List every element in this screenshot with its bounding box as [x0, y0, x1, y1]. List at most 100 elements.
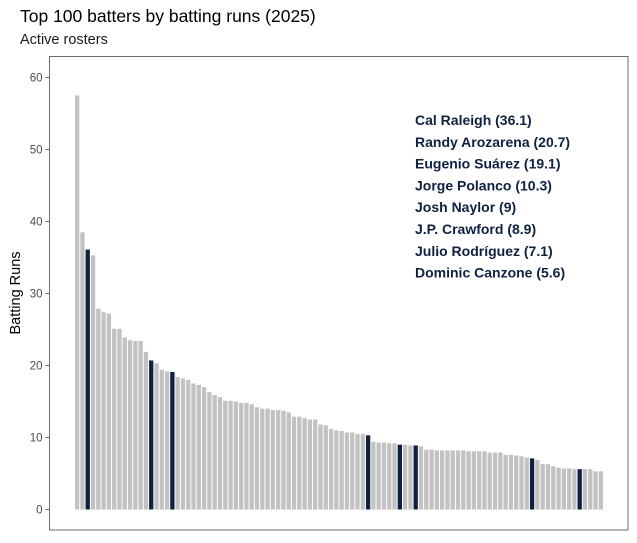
bar — [254, 407, 260, 510]
bar — [424, 449, 429, 510]
bar — [360, 433, 365, 510]
bar — [355, 433, 360, 510]
bar-highlighted — [397, 444, 402, 510]
bar — [477, 451, 482, 510]
bar-highlighted — [413, 445, 418, 510]
bar — [244, 402, 249, 510]
bar — [471, 451, 477, 510]
highlight-annotation: Randy Arozarena (20.7) — [415, 134, 570, 150]
bar-highlighted — [365, 435, 371, 510]
bar — [440, 450, 445, 510]
bar — [323, 425, 328, 510]
chart-title: Top 100 batters by batting runs (2025) — [20, 6, 316, 26]
bar — [127, 340, 133, 510]
bar — [106, 313, 112, 510]
bar — [376, 442, 381, 510]
highlight-annotation: Dominic Canzone (5.6) — [415, 265, 565, 281]
bar — [122, 337, 127, 510]
bar — [487, 452, 492, 510]
bar — [328, 428, 334, 510]
bar — [402, 444, 408, 510]
y-tick-label: 10 — [30, 433, 43, 445]
bar — [551, 466, 556, 510]
highlight-annotation: Julio Rodríguez (7.1) — [415, 243, 553, 259]
bar — [593, 471, 598, 510]
bar — [450, 450, 455, 510]
bar — [313, 419, 318, 510]
bar — [212, 395, 217, 510]
bar — [381, 442, 387, 510]
bar — [535, 459, 540, 510]
bar — [344, 432, 350, 510]
bar — [334, 430, 339, 510]
bar — [191, 383, 196, 510]
bar — [429, 449, 434, 510]
annotations: Cal Raleigh (36.1) Randy Arozarena (20.7)… — [415, 112, 570, 281]
bar — [238, 402, 244, 510]
bar — [588, 469, 593, 510]
bar — [112, 328, 117, 510]
bar — [566, 468, 572, 510]
bar — [260, 408, 265, 510]
bar — [445, 450, 450, 510]
bar — [154, 363, 159, 510]
bar — [138, 341, 143, 510]
bar — [297, 416, 302, 510]
bar — [455, 450, 461, 510]
highlight-annotation: Cal Raleigh (36.1) — [415, 112, 532, 128]
bar — [503, 454, 508, 510]
bar — [164, 371, 170, 510]
bar — [371, 441, 376, 510]
bar — [307, 419, 313, 510]
bar — [175, 377, 180, 510]
bar — [217, 397, 223, 510]
bar — [75, 95, 80, 510]
bar — [350, 432, 355, 510]
bar — [143, 351, 149, 510]
highlight-annotation: J.P. Crawford (8.9) — [415, 221, 536, 237]
bar — [418, 446, 424, 510]
bar — [556, 467, 561, 510]
highlight-annotation: Eugenio Suárez (19.1) — [415, 156, 560, 172]
bar — [466, 451, 471, 510]
y-tick-label: 50 — [30, 145, 43, 157]
highlight-annotation: Jorge Polanco (10.3) — [415, 177, 552, 193]
bar — [545, 464, 551, 510]
bar — [492, 452, 498, 510]
bar-highlighted — [529, 458, 535, 510]
bar — [286, 412, 291, 510]
y-tick-label: 30 — [30, 289, 43, 301]
bar — [524, 457, 529, 510]
bar — [276, 410, 281, 510]
bar — [270, 410, 276, 510]
bar — [159, 369, 164, 510]
bar-highlighted — [577, 469, 582, 510]
bar — [117, 328, 122, 510]
y-axis: 0 10 20 30 40 50 60 — [30, 73, 50, 517]
chart-subtitle: Active rosters — [20, 32, 108, 48]
bar — [598, 471, 604, 510]
y-tick-label: 60 — [30, 73, 43, 85]
bar — [186, 379, 191, 510]
bar — [461, 450, 466, 510]
highlight-annotation: Josh Naylor (9) — [415, 199, 516, 215]
bar — [133, 341, 138, 510]
bar — [180, 378, 186, 510]
bar — [302, 418, 307, 510]
bar — [265, 408, 270, 510]
bar — [101, 312, 106, 510]
y-tick-label: 40 — [30, 217, 43, 229]
bar — [318, 424, 323, 510]
bar — [291, 416, 297, 510]
bar — [408, 445, 413, 510]
bar — [514, 455, 519, 510]
bar — [540, 464, 545, 510]
y-tick-label: 0 — [36, 505, 42, 517]
bar — [339, 431, 344, 510]
bar-highlighted — [170, 371, 175, 510]
bar — [434, 450, 440, 510]
bar — [80, 232, 85, 510]
bar — [561, 468, 566, 510]
bar — [90, 255, 96, 510]
